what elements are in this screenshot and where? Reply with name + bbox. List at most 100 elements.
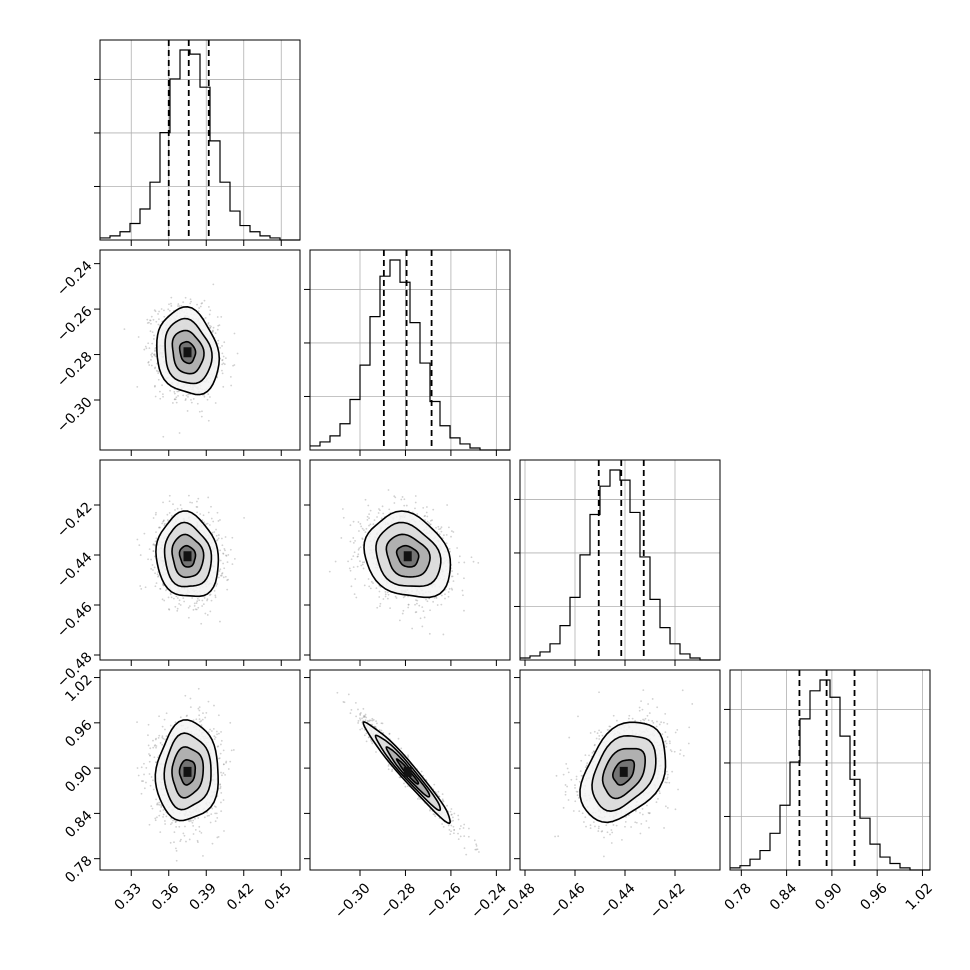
sample-point bbox=[209, 593, 212, 596]
sample-point bbox=[436, 604, 439, 606]
sample-point bbox=[226, 588, 229, 591]
sample-point bbox=[447, 591, 450, 593]
sample-point bbox=[210, 517, 213, 520]
sample-point bbox=[382, 598, 385, 600]
sample-point bbox=[199, 305, 202, 308]
sample-point bbox=[435, 526, 437, 529]
sample-point bbox=[403, 504, 406, 507]
sample-point bbox=[377, 512, 380, 514]
sample-point bbox=[203, 816, 206, 819]
sample-point bbox=[154, 310, 157, 313]
sample-point bbox=[149, 784, 152, 787]
sample-point bbox=[185, 840, 187, 843]
sample-point bbox=[168, 309, 171, 312]
sample-point bbox=[422, 610, 425, 613]
sample-point bbox=[162, 813, 165, 816]
sample-point bbox=[217, 534, 220, 536]
contour-3 bbox=[395, 544, 420, 568]
sample-point bbox=[163, 599, 166, 602]
frame-hist-3 bbox=[729, 669, 931, 871]
sample-point bbox=[225, 554, 228, 557]
sample-point bbox=[451, 575, 454, 578]
sample-point bbox=[415, 599, 417, 601]
sample-point bbox=[147, 734, 149, 737]
sample-point bbox=[354, 540, 356, 542]
sample-point bbox=[236, 352, 239, 355]
sample-point bbox=[173, 831, 176, 834]
sample-point bbox=[439, 527, 442, 530]
sample-point bbox=[213, 531, 216, 533]
sample-point bbox=[150, 805, 153, 808]
sample-point bbox=[163, 522, 166, 525]
sample-point bbox=[206, 398, 209, 401]
sample-point bbox=[165, 815, 168, 818]
sample-point bbox=[223, 341, 226, 344]
sample-point bbox=[215, 539, 218, 542]
sample-point bbox=[423, 515, 426, 518]
sample-point bbox=[173, 392, 176, 395]
sample-point bbox=[451, 570, 453, 572]
sample-point bbox=[177, 305, 179, 307]
sample-point bbox=[193, 604, 196, 607]
sample-point bbox=[163, 718, 166, 721]
sample-point bbox=[154, 355, 157, 358]
sample-point bbox=[178, 599, 181, 602]
sample-point bbox=[173, 398, 176, 401]
sample-point bbox=[156, 803, 158, 806]
sample-point bbox=[180, 838, 182, 841]
sample-point bbox=[450, 530, 453, 532]
sample-point bbox=[184, 399, 187, 402]
sample-point bbox=[195, 608, 198, 611]
sample-point bbox=[362, 529, 365, 532]
sample-point bbox=[386, 597, 389, 600]
sample-point bbox=[196, 500, 198, 503]
sample-point bbox=[182, 301, 185, 304]
sample-point bbox=[369, 523, 372, 526]
sample-point bbox=[403, 595, 406, 598]
contour-0 bbox=[155, 305, 221, 396]
sample-point bbox=[198, 599, 201, 602]
sample-point bbox=[176, 607, 179, 610]
sample-point bbox=[361, 527, 364, 530]
sample-point bbox=[222, 576, 225, 579]
sample-point bbox=[358, 547, 361, 550]
hist-step-2 bbox=[520, 469, 720, 661]
sample-point bbox=[188, 605, 191, 608]
sample-point bbox=[445, 533, 448, 536]
hist-panel-2 bbox=[514, 459, 721, 661]
sample-point bbox=[217, 732, 220, 735]
sample-point bbox=[393, 502, 396, 504]
sample-point bbox=[183, 600, 186, 603]
sample-point bbox=[220, 739, 223, 742]
frame-scatter-2-0 bbox=[99, 459, 301, 661]
sample-point bbox=[198, 410, 201, 413]
sample-point bbox=[211, 330, 214, 333]
sample-point bbox=[155, 320, 158, 323]
sample-point bbox=[209, 326, 212, 329]
sample-point bbox=[153, 309, 156, 312]
sample-point bbox=[429, 609, 431, 612]
sample-point bbox=[197, 606, 200, 609]
sample-point bbox=[352, 566, 355, 569]
sample-point bbox=[225, 761, 227, 764]
sample-point bbox=[450, 587, 453, 590]
sample-point bbox=[378, 596, 381, 598]
sample-point bbox=[162, 435, 165, 438]
sample-point bbox=[229, 375, 232, 378]
sample-point bbox=[450, 535, 452, 538]
sample-point bbox=[151, 352, 154, 355]
sample-point bbox=[462, 594, 464, 597]
sample-point bbox=[165, 589, 167, 592]
sample-point bbox=[208, 324, 211, 327]
sample-point bbox=[147, 361, 150, 364]
sample-point bbox=[432, 508, 435, 511]
sample-point bbox=[402, 609, 405, 612]
sample-point bbox=[151, 807, 154, 810]
sample-point bbox=[470, 556, 473, 559]
sample-point bbox=[388, 508, 391, 511]
sample-point bbox=[199, 720, 201, 723]
sample-point bbox=[157, 323, 160, 326]
sample-point bbox=[217, 324, 220, 327]
hist-step-3 bbox=[730, 679, 930, 871]
